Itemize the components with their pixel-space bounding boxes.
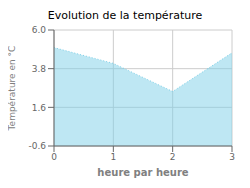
svg-text:1.6: 1.6 bbox=[32, 103, 47, 113]
svg-text:heure par heure: heure par heure bbox=[97, 167, 188, 178]
svg-text:6.0: 6.0 bbox=[32, 25, 47, 35]
svg-text:1: 1 bbox=[110, 152, 116, 162]
svg-text:3.8: 3.8 bbox=[32, 64, 47, 74]
svg-text:2: 2 bbox=[170, 152, 176, 162]
html-text:Evolution de la température: Evolution de la température bbox=[47, 9, 203, 22]
svg-text:3: 3 bbox=[229, 152, 235, 162]
svg-text:-0.6: -0.6 bbox=[28, 141, 46, 151]
svg-text:0: 0 bbox=[51, 152, 57, 162]
svg-text:Température en °C: Température en °C bbox=[8, 46, 17, 132]
